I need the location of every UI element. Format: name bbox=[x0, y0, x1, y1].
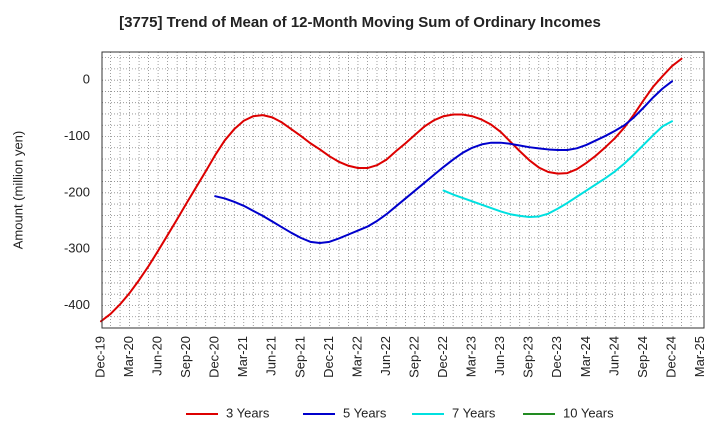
x-tick-label: Mar-25 bbox=[692, 336, 707, 377]
x-tick-label: Sep-24 bbox=[635, 336, 650, 378]
plot-frame bbox=[101, 51, 705, 329]
x-tick-label: Mar-24 bbox=[578, 336, 593, 377]
x-axis-ticks: Dec-19 Mar-20 Jun-20 Sep-20 Dec-20 Mar-21 Jun-… bbox=[92, 336, 707, 378]
chart-title: [3775] Trend of Mean of 12-Month Moving … bbox=[119, 14, 601, 31]
x-tick-label: Sep-20 bbox=[178, 336, 193, 378]
x-tick-label: Dec-24 bbox=[663, 336, 678, 378]
y-tick-label: -400 bbox=[64, 297, 90, 312]
y-tick-label: -200 bbox=[64, 184, 90, 199]
x-tick-label: Mar-22 bbox=[349, 336, 364, 377]
series-lines bbox=[100, 57, 683, 323]
x-tick-label: Dec-23 bbox=[549, 336, 564, 378]
y-tick-label: -100 bbox=[64, 128, 90, 143]
x-tick-label: Dec-19 bbox=[92, 336, 107, 378]
series-line-3-years bbox=[100, 57, 683, 323]
y-tick-label: 0 bbox=[83, 72, 90, 87]
legend-label-3-years: 3 Years bbox=[226, 405, 270, 420]
legend-label-10-years: 10 Years bbox=[563, 405, 614, 420]
y-axis-label: Amount (million yen) bbox=[10, 131, 25, 250]
grid-lines bbox=[102, 52, 704, 328]
x-tick-label: Jun-23 bbox=[492, 336, 507, 376]
legend: 3 Years 5 Years 7 Years 10 Years bbox=[186, 405, 614, 420]
series-line-7-years bbox=[442, 120, 673, 219]
x-tick-label: Mar-20 bbox=[121, 336, 136, 377]
x-tick-label: Jun-22 bbox=[378, 336, 393, 376]
x-tick-label: Mar-23 bbox=[464, 336, 479, 377]
y-tick-label: -300 bbox=[64, 241, 90, 256]
plot-background bbox=[102, 52, 704, 328]
x-tick-label: Jun-21 bbox=[264, 336, 279, 376]
x-tick-label: Jun-20 bbox=[150, 336, 165, 376]
y-axis-ticks: 0 -100 -200 -300 -400 bbox=[64, 72, 90, 312]
x-tick-label: Dec-22 bbox=[435, 336, 450, 378]
legend-label-7-years: 7 Years bbox=[452, 405, 496, 420]
legend-label-5-years: 5 Years bbox=[343, 405, 387, 420]
x-tick-label: Sep-23 bbox=[521, 336, 536, 378]
x-tick-label: Jun-24 bbox=[606, 336, 621, 376]
x-tick-label: Mar-21 bbox=[235, 336, 250, 377]
x-tick-label: Sep-21 bbox=[292, 336, 307, 378]
x-tick-label: Dec-21 bbox=[321, 336, 336, 378]
x-tick-label: Sep-22 bbox=[406, 336, 421, 378]
series-line-5-years bbox=[214, 80, 673, 244]
x-tick-label: Dec-20 bbox=[207, 336, 222, 378]
